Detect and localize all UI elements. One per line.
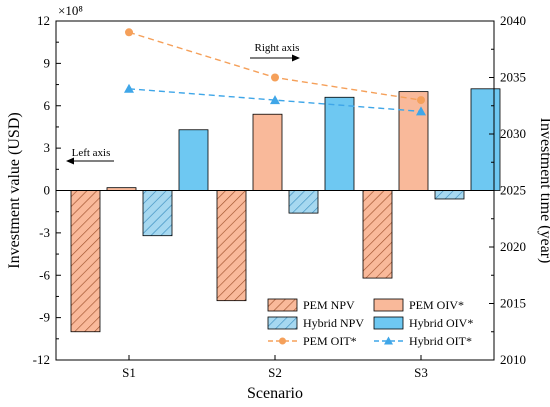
legend: PEM NPV PEM OIV* Hybrid NPV Hybrid OIV* PEM … [267, 298, 473, 348]
legend-marker-hybrid-oit- [384, 336, 393, 345]
y-axis-title: Investment value (USD) [6, 112, 23, 268]
right-axis-annotation: Right axis [250, 42, 300, 62]
bar-pem-npv-s3 [362, 190, 393, 279]
point-pem-oit--s2 [271, 73, 279, 82]
bar-hybrid-npv-s1 [142, 190, 173, 237]
lines-layer [124, 28, 426, 116]
legend-label-pem-oit-: PEM OIT* [303, 334, 357, 348]
left-tick-label: -12 [33, 352, 50, 367]
point-pem-oit--s3 [417, 96, 425, 105]
bar-hybrid-oiv--s2 [324, 96, 355, 191]
right-axis-ticks: 2010 2015 2020 2025 2030 2035 2040 [489, 13, 526, 367]
point-hybrid-oit--s1 [124, 83, 134, 93]
right-arrow-icon [292, 54, 300, 62]
bar-hybrid-npv-s3 [434, 190, 465, 200]
right-tick-label: 2015 [500, 296, 526, 311]
left-arrow-icon [66, 157, 74, 165]
legend-label-hybrid-oit-: Hybrid OIT* [409, 334, 472, 348]
legend-label-hybrid-npv: Hybrid NPV [303, 316, 364, 330]
left-tick-label: 9 [44, 55, 51, 70]
right-tick-label: 2040 [500, 13, 526, 28]
point-hybrid-oit--s2 [270, 95, 280, 105]
legend-swatch-hybrid-oiv- [373, 316, 404, 330]
right-tick-label: 2025 [500, 183, 526, 198]
right-tick-label: 2010 [500, 352, 526, 367]
left-tick-label: -6 [39, 267, 50, 282]
legend-swatch-hybrid-npv [267, 316, 298, 330]
legend-marker-pem-oit- [279, 337, 286, 345]
left-axis-annotation: Left axis [66, 147, 114, 165]
y-multiplier-label: ×10⁸ [58, 3, 83, 18]
bar-pem-oiv--s3 [398, 91, 429, 191]
left-tick-label: 6 [44, 98, 51, 113]
x-axis-ticks: S1 S2 S3 [122, 355, 428, 380]
bar-hybrid-oiv--s3 [470, 88, 501, 191]
right-tick-label: 2035 [500, 70, 526, 85]
line-hybrid-oit- [128, 88, 422, 113]
left-tick-label: 3 [44, 140, 51, 155]
left-tick-label: -9 [39, 310, 50, 325]
right-tick-label: 2020 [500, 239, 526, 254]
x-tick-label: S2 [268, 365, 282, 380]
left-tick-label: 0 [44, 183, 51, 198]
bar-pem-npv-s2 [216, 190, 247, 302]
bar-pem-npv-s1 [70, 190, 101, 333]
legend-swatch-pem-oiv- [373, 298, 404, 312]
legend-label-hybrid-oiv-: Hybrid OIV* [409, 316, 473, 330]
y2-axis-title: Investment time (year) [537, 118, 550, 264]
x-axis-title: Scenario [247, 385, 303, 402]
right-axis-annotation-text: Right axis [255, 42, 300, 54]
x-tick-label: S3 [414, 365, 428, 380]
point-hybrid-oit--s3 [416, 106, 426, 116]
bars-layer [70, 88, 501, 333]
legend-label-pem-npv: PEM NPV [303, 298, 355, 312]
point-pem-oit--s1 [125, 28, 133, 37]
left-axis-ticks: -12 -9 -6 -3 0 3 6 9 12 [33, 13, 61, 367]
bar-hybrid-npv-s2 [288, 190, 319, 214]
legend-label-pem-oiv-: PEM OIV* [409, 298, 464, 312]
bar-hybrid-oiv--s1 [178, 129, 209, 191]
x-tick-label: S1 [122, 365, 136, 380]
left-tick-label: 12 [37, 13, 50, 28]
right-tick-label: 2030 [500, 126, 526, 141]
bar-pem-oiv--s2 [252, 113, 283, 191]
left-axis-annotation-text: Left axis [72, 147, 111, 159]
left-tick-label: -3 [39, 225, 50, 240]
legend-swatch-pem-npv [267, 298, 298, 312]
